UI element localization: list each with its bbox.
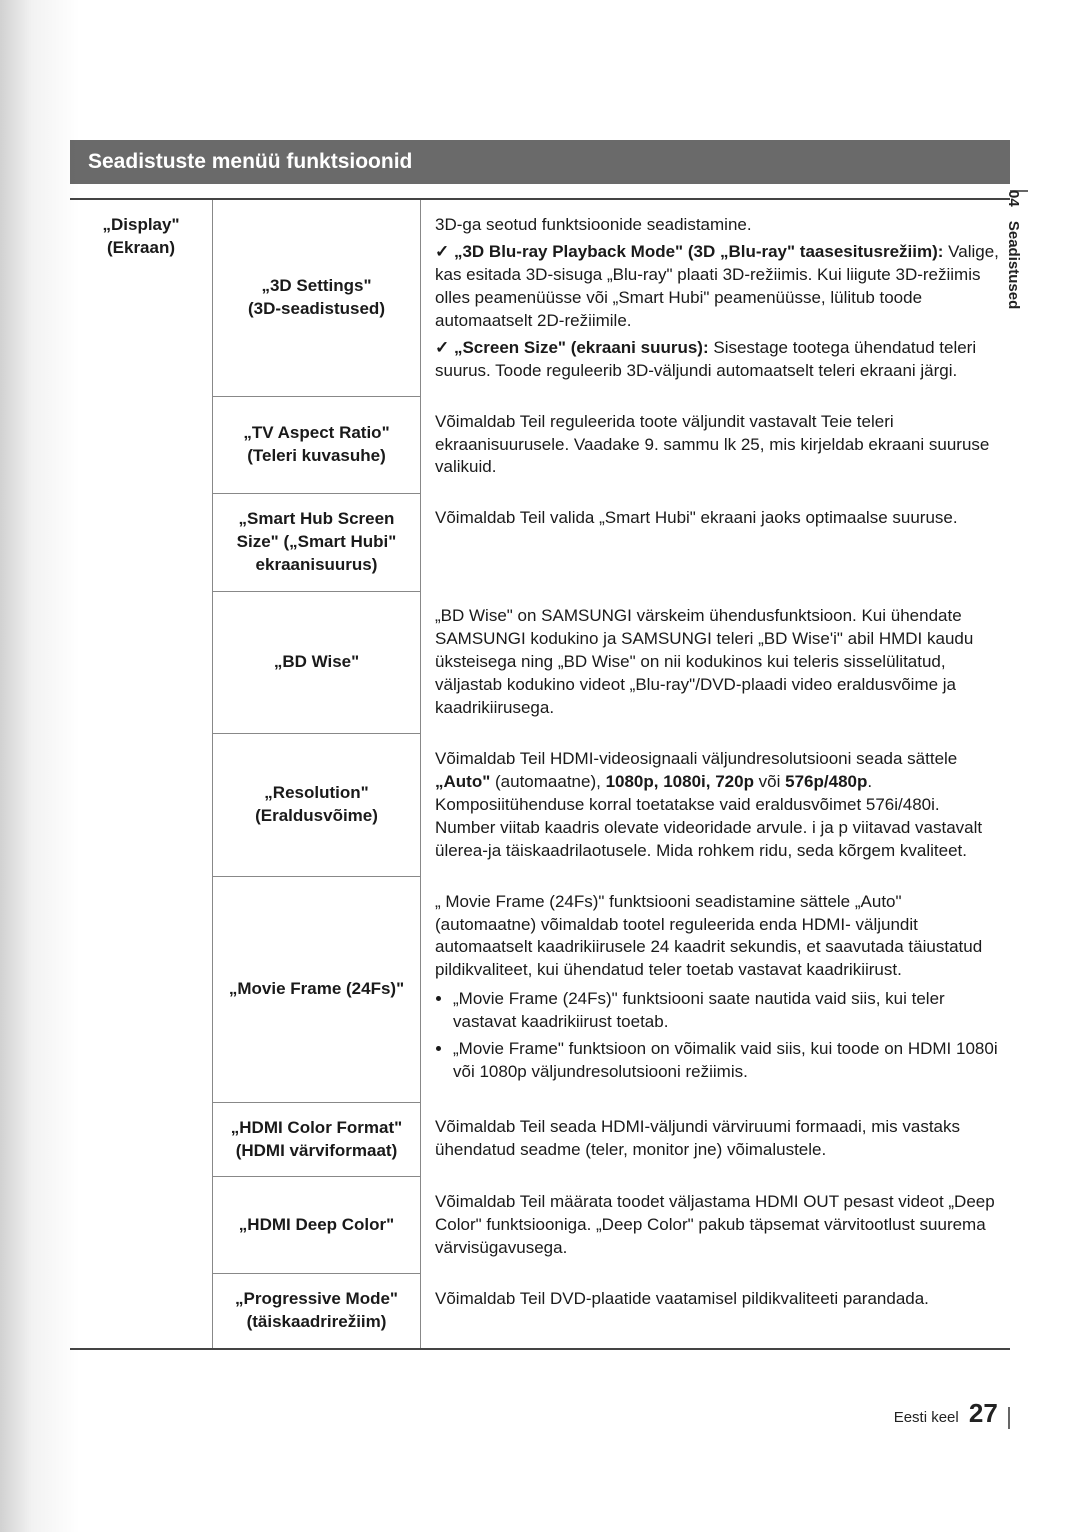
- desc-text: „BD Wise" on SAMSUNGI värskeim ühendusfu…: [435, 606, 973, 717]
- desc-text: Võimaldab Teil määrata toodet väljastama…: [435, 1192, 995, 1257]
- setting-name-cell: „Smart Hub Screen Size" („Smart Hubi" ek…: [213, 493, 421, 591]
- category-title-2: (Ekraan): [76, 237, 206, 260]
- chapter-label: Seadistused: [1005, 221, 1022, 309]
- desc-bold: 1080p, 1080i, 720p: [606, 772, 754, 791]
- desc-bold: „Auto": [435, 772, 490, 791]
- desc-label-bold: „Screen Size" (ekraani suurus):: [454, 338, 709, 357]
- settings-table: „Display" (Ekraan) „3D Settings" (3D-sea…: [70, 198, 1010, 1350]
- table-row: „Display" (Ekraan) „3D Settings" (3D-sea…: [70, 199, 1010, 397]
- desc-text: „ Movie Frame (24Fs)" funktsiooni seadis…: [435, 891, 1000, 983]
- setting-name-line: „Movie Frame (24Fs)": [219, 978, 414, 1001]
- desc-bullet-list: „Movie Frame (24Fs)" funktsiooni saate n…: [435, 988, 1000, 1084]
- check-item: „Screen Size" (ekraani suurus): Sisestag…: [435, 337, 1000, 383]
- setting-desc-cell: Võimaldab Teil valida „Smart Hubi" ekraa…: [421, 493, 1011, 591]
- setting-name-line: „TV Aspect Ratio": [219, 422, 414, 445]
- setting-name-line: „BD Wise": [219, 651, 414, 674]
- setting-desc-cell: Võimaldab Teil DVD-plaatide vaatamisel p…: [421, 1274, 1011, 1349]
- setting-name-line: (täiskaadrirežiim): [219, 1311, 414, 1334]
- setting-desc-cell: Võimaldab Teil määrata toodet väljastama…: [421, 1177, 1011, 1274]
- desc-bold: 576p/480p: [785, 772, 867, 791]
- setting-desc-cell: „ Movie Frame (24Fs)" funktsiooni seadis…: [421, 877, 1011, 1103]
- category-title-1: „Display": [76, 214, 206, 237]
- desc-text: Võimaldab Teil valida „Smart Hubi" ekraa…: [435, 508, 958, 527]
- setting-name-line: (Teleri kuvasuhe): [219, 445, 414, 468]
- setting-name-line: „Resolution": [219, 782, 414, 805]
- desc-text: Võimaldab Teil HDMI-videosignaali väljun…: [435, 749, 957, 768]
- desc-label-bold: „3D Blu-ray Playback Mode" (3D „Blu-ray"…: [454, 242, 943, 261]
- setting-name-cell: „Progressive Mode" (täiskaadrirežiim): [213, 1274, 421, 1349]
- setting-name-line: (HDMI värviformaat): [219, 1140, 414, 1163]
- desc-text: (automaatne),: [490, 772, 605, 791]
- setting-desc-cell: Võimaldab Teil reguleerida toote väljund…: [421, 397, 1011, 494]
- section-title: Seadistuste menüü funktsioonid: [70, 140, 1010, 184]
- setting-name-cell: „TV Aspect Ratio" (Teleri kuvasuhe): [213, 397, 421, 494]
- desc-text: või: [754, 772, 785, 791]
- list-item: „Movie Frame (24Fs)" funktsiooni saate n…: [453, 988, 1000, 1034]
- setting-name-line: „HDMI Color Format": [219, 1117, 414, 1140]
- setting-desc-cell: Võimaldab Teil seada HDMI-väljundi värvi…: [421, 1102, 1011, 1177]
- setting-name-line: „Smart Hub Screen Size" („Smart Hubi" ek…: [219, 508, 414, 577]
- setting-name-cell: „3D Settings" (3D-seadistused): [213, 199, 421, 397]
- check-item: „3D Blu-ray Playback Mode" (3D „Blu-ray"…: [435, 241, 1000, 333]
- setting-name-cell: „HDMI Deep Color": [213, 1177, 421, 1274]
- setting-name-line: (Eraldusvõime): [219, 805, 414, 828]
- desc-text: Võimaldab Teil reguleerida toote väljund…: [435, 412, 989, 477]
- list-item: „Movie Frame" funktsioon on võimalik vai…: [453, 1038, 1000, 1084]
- setting-name-cell: „Resolution" (Eraldusvõime): [213, 734, 421, 877]
- setting-name-cell: „BD Wise": [213, 591, 421, 734]
- desc-text: Võimaldab Teil DVD-plaatide vaatamisel p…: [435, 1289, 929, 1308]
- footer-language: Eesti keel: [894, 1409, 959, 1426]
- desc-text: 3D-ga seotud funktsioonide seadistamine.: [435, 214, 1000, 237]
- setting-name-line: „Progressive Mode": [219, 1288, 414, 1311]
- page-number: 27: [969, 1398, 998, 1428]
- setting-name-line: „3D Settings": [219, 275, 414, 298]
- desc-text: Võimaldab Teil seada HDMI-väljundi värvi…: [435, 1117, 960, 1159]
- setting-name-cell: „HDMI Color Format" (HDMI värviformaat): [213, 1102, 421, 1177]
- side-chapter-tab: 04 Seadistused: [1005, 190, 1022, 309]
- setting-desc-cell: 3D-ga seotud funktsioonide seadistamine.…: [421, 199, 1011, 397]
- setting-desc-cell: „BD Wise" on SAMSUNGI värskeim ühendusfu…: [421, 591, 1011, 734]
- setting-name-line: „HDMI Deep Color": [219, 1214, 414, 1237]
- category-cell: „Display" (Ekraan): [70, 199, 213, 1349]
- footer-bar: [1008, 1407, 1010, 1429]
- page-footer: Eesti keel 27: [70, 1398, 1010, 1429]
- chapter-number: 04: [1005, 190, 1022, 207]
- setting-name-cell: „Movie Frame (24Fs)": [213, 877, 421, 1103]
- document-page: 04 Seadistused Seadistuste menüü funktsi…: [0, 0, 1080, 1532]
- setting-name-line: (3D-seadistused): [219, 298, 414, 321]
- setting-desc-cell: Võimaldab Teil HDMI-videosignaali väljun…: [421, 734, 1011, 877]
